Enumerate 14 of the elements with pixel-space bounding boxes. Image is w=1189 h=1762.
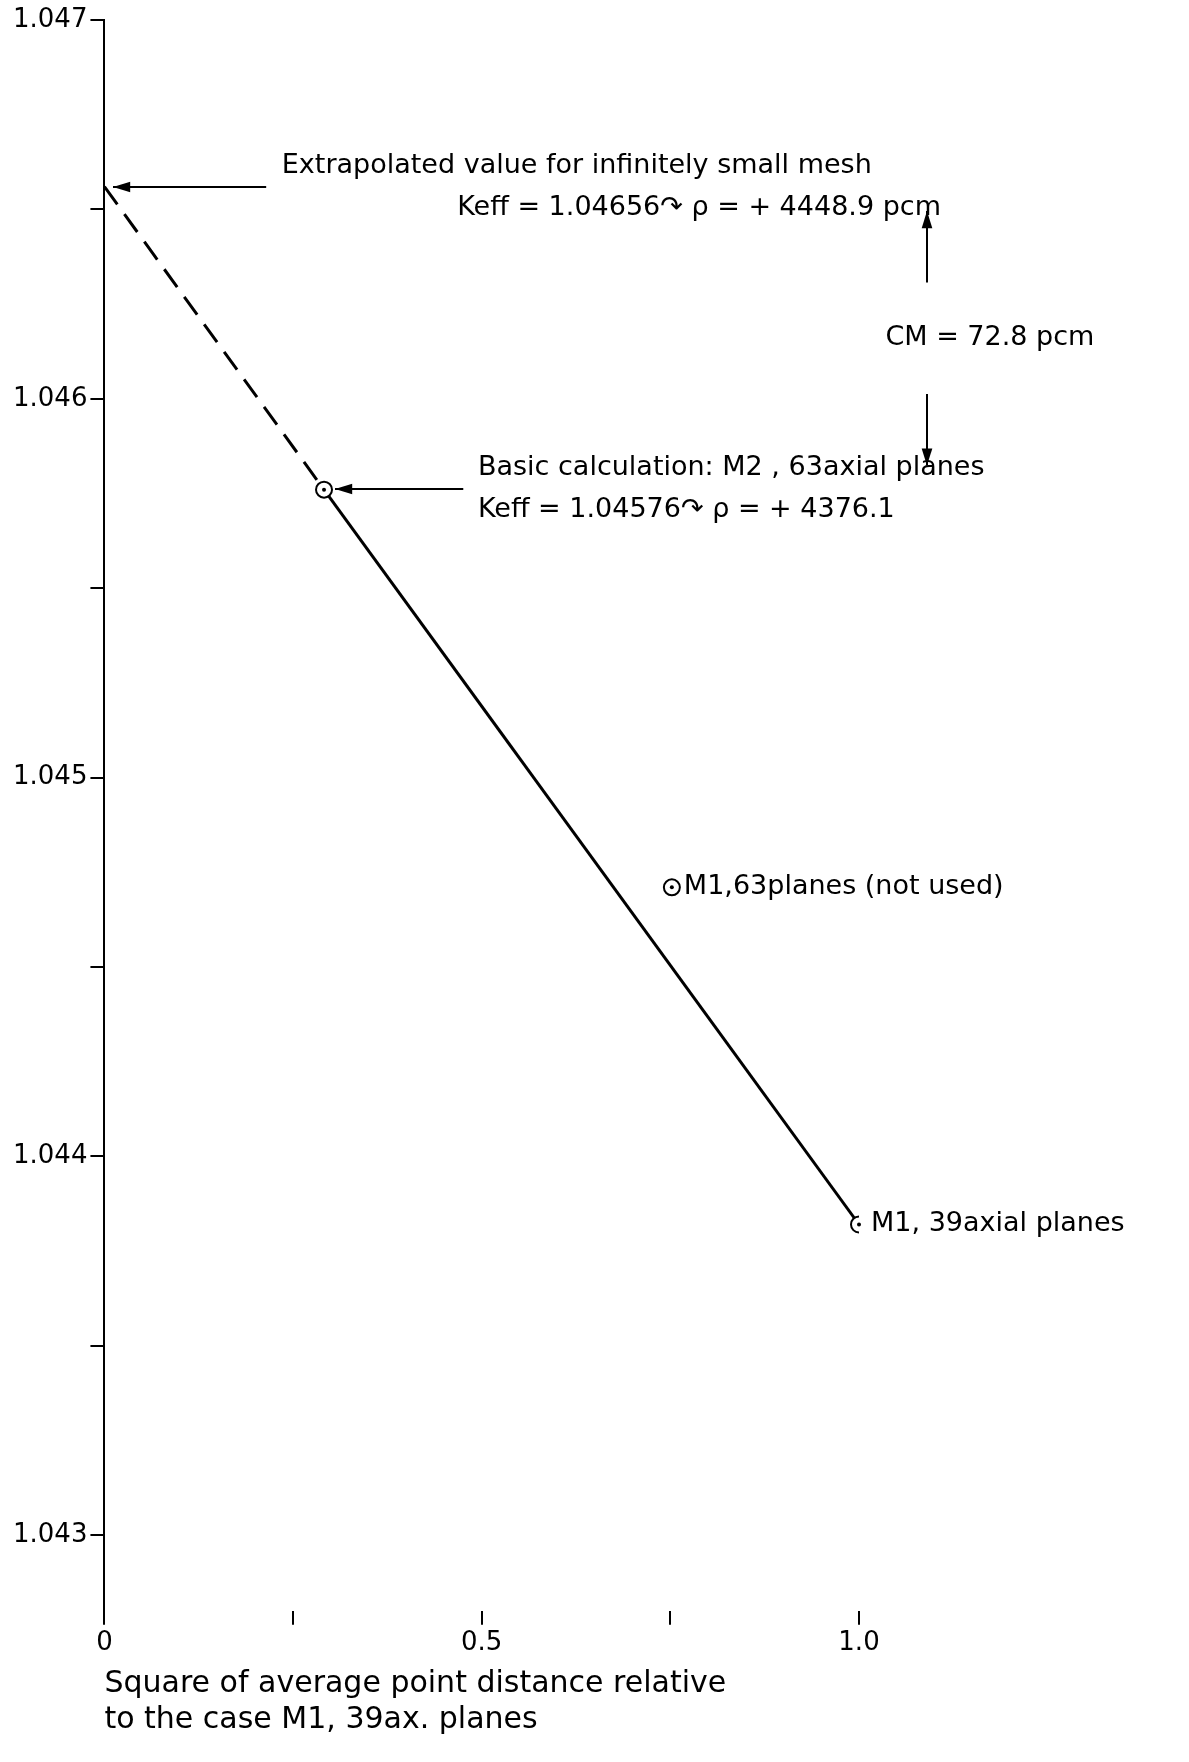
- annotation: Basic calculation: M2 , 63axial planes Keff = 1.04576↷ ρ = + 4376.1: [477, 450, 985, 524]
- annotation: M1, 39axial planes: [871, 1206, 1125, 1238]
- text: CM = 72.8 pcm: [885, 320, 1095, 352]
- y-tick-label: 1.046: [13, 381, 88, 412]
- x-tick-label: 0.5: [461, 1626, 503, 1657]
- x-tick-label: 0: [96, 1626, 113, 1657]
- y-tick-label: 1.045: [13, 760, 88, 791]
- annotation: Extrapolated value for infinitely small mesh Keff = 1.04656↷ ρ = + 4448.9 pcm: [281, 148, 941, 222]
- y-tick-label: 1.044: [13, 1139, 88, 1170]
- annotation: M1,63planes (not used): [683, 869, 1004, 901]
- y-tick-label: 1.043: [13, 1517, 88, 1548]
- x-axis-title: Square of average point distance relative to the case M1, 39ax. planes: [104, 1663, 727, 1735]
- x-tick-label: 1.0: [838, 1626, 880, 1657]
- y-tick-label: 1.047: [13, 2, 88, 33]
